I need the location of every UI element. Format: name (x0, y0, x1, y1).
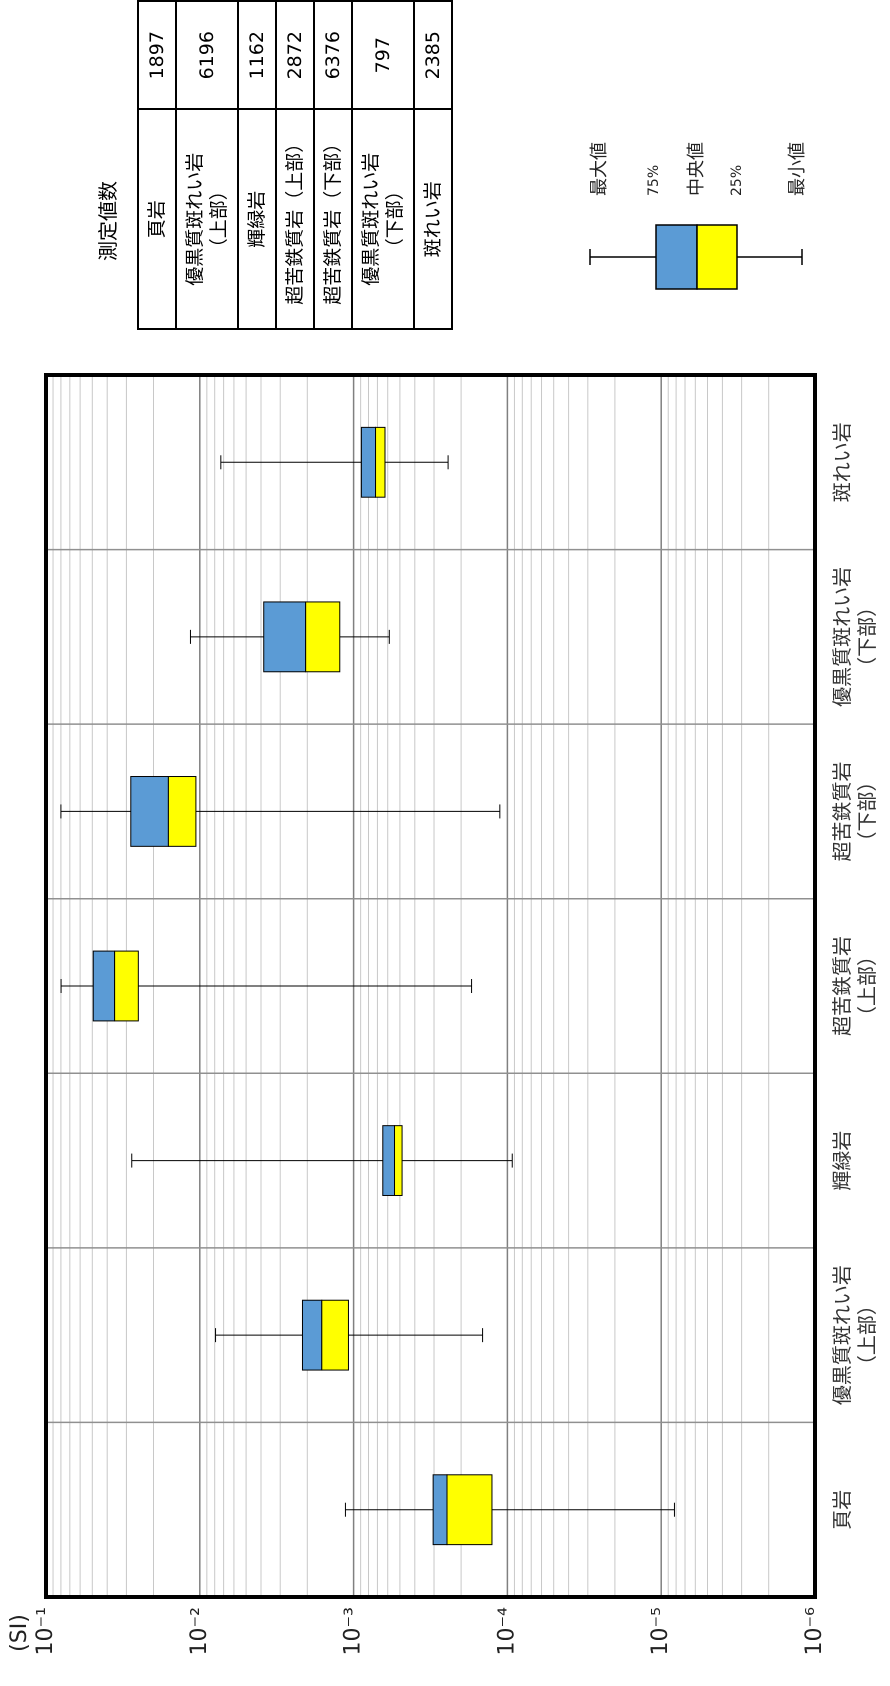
x-tick-label: 超苦鉄質岩 （上部） (830, 936, 879, 1037)
table-row: 頁岩 1897 (138, 1, 176, 329)
legend-label: 最大値 (589, 142, 610, 196)
legend-box-upper (655, 224, 698, 290)
rock-name: 斑れい岩 (414, 109, 452, 329)
box-lower (305, 601, 341, 673)
box-lower (167, 776, 197, 847)
box-upper (382, 1125, 396, 1196)
table-row: 優黒質斑れい岩 （下部） 797 (352, 1, 414, 329)
rock-name: 優黒質斑れい岩 （上部） (176, 109, 238, 329)
y-tick-label: 10⁻³ (341, 1607, 366, 1655)
table-row: 超苦鉄質岩（下部） 6376 (314, 1, 352, 329)
count: 6376 (314, 1, 352, 110)
rock-name: 優黒質斑れい岩 （下部） (352, 109, 414, 329)
legend-box-lower (696, 224, 738, 290)
x-tick-label: 斑れい岩 (830, 422, 854, 503)
count: 797 (352, 1, 414, 110)
box-lower (394, 1125, 403, 1196)
y-axis-label: (SI) (7, 1614, 32, 1652)
legend-label: 75% (646, 165, 662, 196)
y-tick-label: 10⁻⁶ (802, 1607, 827, 1656)
table-row: 超苦鉄質岩（上部） 2872 (276, 1, 314, 329)
box-upper (301, 1299, 323, 1371)
count: 6196 (176, 1, 238, 110)
table-row: 斑れい岩 2385 (414, 1, 452, 329)
box-upper (360, 426, 377, 498)
count: 1897 (138, 1, 176, 110)
box-lower (375, 426, 386, 498)
box-upper (263, 601, 307, 673)
x-tick-label: 優黒質斑れい岩 （下部） (830, 566, 879, 707)
x-tick-label: 優黒質斑れい岩 （上部） (830, 1265, 879, 1406)
box-upper (92, 950, 116, 1022)
box-lower (321, 1299, 349, 1371)
box-lower (446, 1474, 493, 1546)
y-tick-label: 10⁻¹ (33, 1607, 58, 1655)
y-tick-label: 10⁻² (187, 1607, 212, 1655)
legend-label: 最小値 (787, 142, 808, 196)
box-upper (130, 776, 169, 847)
y-tick-label: 10⁻⁴ (494, 1607, 519, 1656)
box-upper (432, 1474, 448, 1546)
count: 2385 (414, 1, 452, 110)
count: 1162 (238, 1, 276, 110)
rock-name: 頁岩 (138, 109, 176, 329)
plot-frame (44, 373, 817, 1599)
box-lower (114, 950, 139, 1022)
rock-name: 輝緑岩 (238, 109, 276, 329)
y-tick-label: 10⁻⁵ (648, 1607, 673, 1655)
legend-label: 25% (729, 165, 745, 196)
rock-name: 超苦鉄質岩（上部） (276, 109, 314, 329)
table-title: 測定値数 (96, 181, 120, 261)
table-row: 輝緑岩 1162 (238, 1, 276, 329)
rock-name: 超苦鉄質岩（下部） (314, 109, 352, 329)
table-row: 優黒質斑れい岩 （上部） 6196 (176, 1, 238, 329)
x-tick-label: 輝緑岩 (830, 1130, 854, 1191)
x-tick-label: 頁岩 (830, 1489, 854, 1530)
count: 2872 (276, 1, 314, 110)
count-table: 頁岩 1897 優黒質斑れい岩 （上部） 6196 輝緑岩 1162 超苦鉄質岩（上部） 28… (137, 0, 453, 330)
legend-label: 中央値 (686, 142, 707, 196)
x-tick-label: 超苦鉄質岩 （下部） (830, 761, 879, 862)
